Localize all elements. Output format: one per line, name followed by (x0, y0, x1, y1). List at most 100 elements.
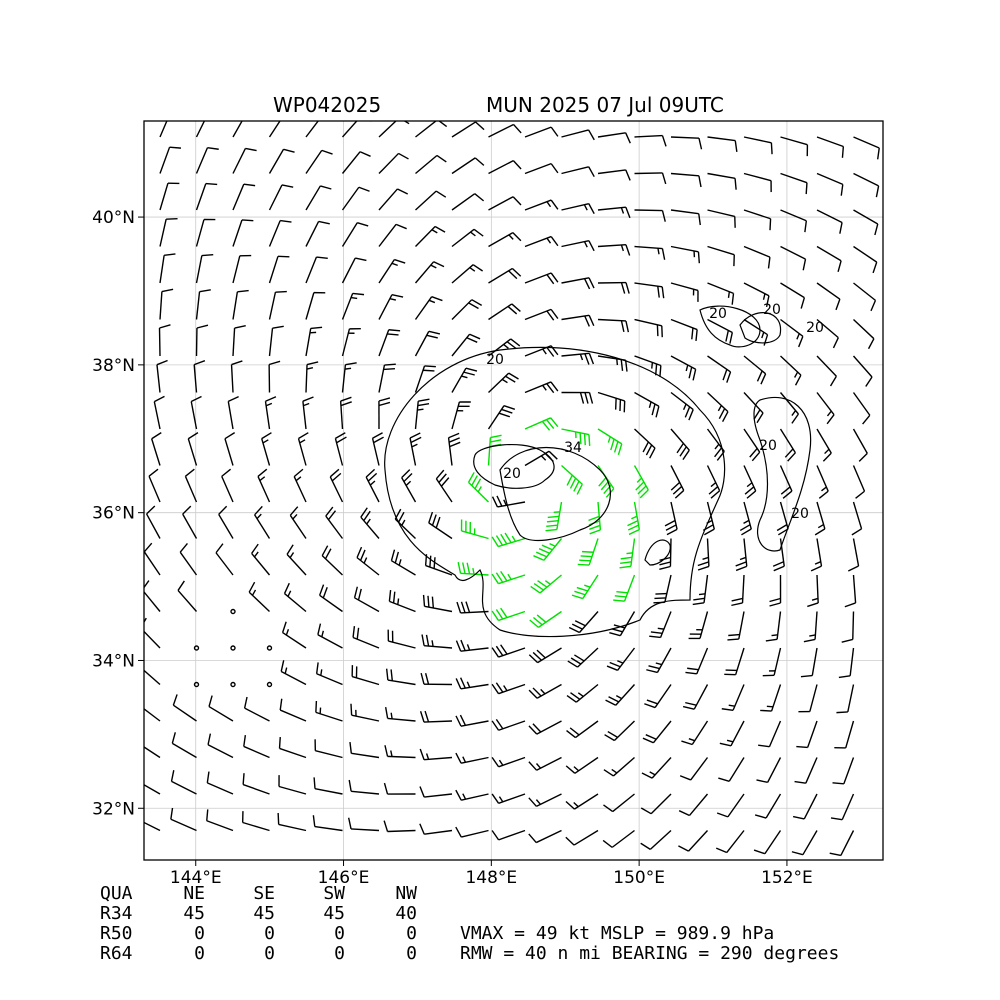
barb-flag (384, 363, 396, 366)
barb-shaft (378, 364, 386, 393)
wind-barb (561, 352, 595, 365)
barb-shaft (853, 318, 875, 340)
wind-barb (171, 732, 197, 759)
barb-shaft (650, 793, 672, 815)
barb-flag (691, 327, 694, 340)
barb-shaft (341, 151, 361, 174)
barb-flag (532, 687, 542, 697)
wind-barb (242, 773, 270, 795)
barb-shaft (770, 684, 782, 712)
barb-shaft (588, 538, 599, 566)
wind-barb (780, 136, 809, 157)
barb-flag (231, 360, 243, 366)
wind-barb (830, 793, 855, 821)
barb-flag (704, 528, 715, 536)
barb-shaft (574, 756, 599, 774)
barb-flag (190, 395, 202, 403)
barb-shaft (765, 793, 782, 819)
barb-flag (637, 485, 647, 495)
barb-shaft (488, 338, 512, 357)
wind-barb (278, 736, 307, 759)
barb-flag (794, 374, 802, 386)
barb-flag (697, 251, 701, 264)
table-cell: 45 (183, 903, 205, 924)
barb-shaft (159, 291, 163, 320)
barb-flag (419, 711, 425, 723)
wind-barb (685, 647, 709, 675)
barb-flag (138, 694, 142, 705)
barb-shaft (371, 438, 380, 466)
barb-flag (357, 588, 362, 601)
barb-half-flag (428, 299, 436, 304)
contour-label: 20 (763, 302, 781, 318)
vmax-mslp-line: VMAX = 49 kt MSLP = 989.9 hPa (460, 923, 775, 944)
wind-barb (634, 428, 656, 459)
barb-flag (666, 528, 678, 536)
table-header-ne: NE (183, 883, 205, 904)
barb-flag (455, 678, 462, 690)
barb-flag (844, 602, 856, 608)
barb-flag (474, 157, 485, 166)
barb-shaft (743, 538, 748, 567)
wind-barb (159, 182, 180, 211)
barb-flag (472, 264, 484, 272)
wind-barb (491, 532, 526, 548)
barb-flag (315, 662, 319, 674)
barb-flag (565, 836, 575, 846)
barb-half-flag (544, 580, 551, 585)
barb-shaft (574, 793, 599, 810)
wind-barb (297, 432, 309, 466)
barb-flag (754, 814, 767, 819)
wind-barb (816, 392, 835, 425)
wind-barb (268, 290, 287, 320)
wind-barb (488, 338, 521, 357)
wind-barb (315, 662, 343, 686)
wind-barb (144, 655, 161, 686)
barb-shaft (251, 552, 271, 576)
barb-shaft (738, 611, 745, 640)
barb-shaft (378, 259, 395, 284)
wind-barb (187, 432, 199, 466)
barb-flag (862, 414, 871, 425)
barb-shaft (487, 405, 505, 430)
barb-flag (566, 729, 576, 739)
wind-barb (313, 777, 343, 795)
barb-flag (359, 151, 371, 157)
barb-flag (625, 320, 630, 333)
barb-flag (503, 405, 516, 410)
barb-flag (469, 333, 481, 340)
wind-barb (305, 291, 326, 320)
barb-flag (867, 338, 875, 350)
barb-shaft (619, 611, 636, 637)
wind-barb (634, 282, 665, 299)
barb-flag (424, 710, 430, 723)
barb-shaft (401, 477, 417, 503)
barb-shaft (664, 574, 672, 603)
barb-flag (661, 248, 666, 260)
barb-flag (715, 847, 727, 854)
barb-shaft (670, 136, 700, 139)
barb-shaft (378, 188, 399, 211)
barb-shaft (207, 782, 234, 795)
barb-flag (321, 545, 329, 557)
barb-flag (583, 433, 586, 446)
barb-flag (471, 299, 483, 306)
wind-barb (838, 647, 855, 679)
barb-flag (746, 490, 757, 499)
barb-flag (448, 437, 460, 443)
barb-flag (378, 397, 391, 402)
barb-shaft (305, 292, 315, 320)
wind-barb (384, 745, 416, 759)
barb-flag (714, 447, 723, 458)
barb-shaft (227, 401, 234, 430)
barb-shaft (780, 136, 808, 146)
barb-flag (387, 333, 399, 336)
barb-shaft (144, 708, 161, 722)
wind-contour-line (644, 539, 671, 566)
barb-flag (584, 315, 590, 327)
barb-flag (571, 594, 584, 600)
wind-barb (816, 282, 841, 311)
wind-barb (565, 756, 599, 774)
wind-barb (451, 401, 471, 430)
wind-contour-line (499, 446, 611, 541)
